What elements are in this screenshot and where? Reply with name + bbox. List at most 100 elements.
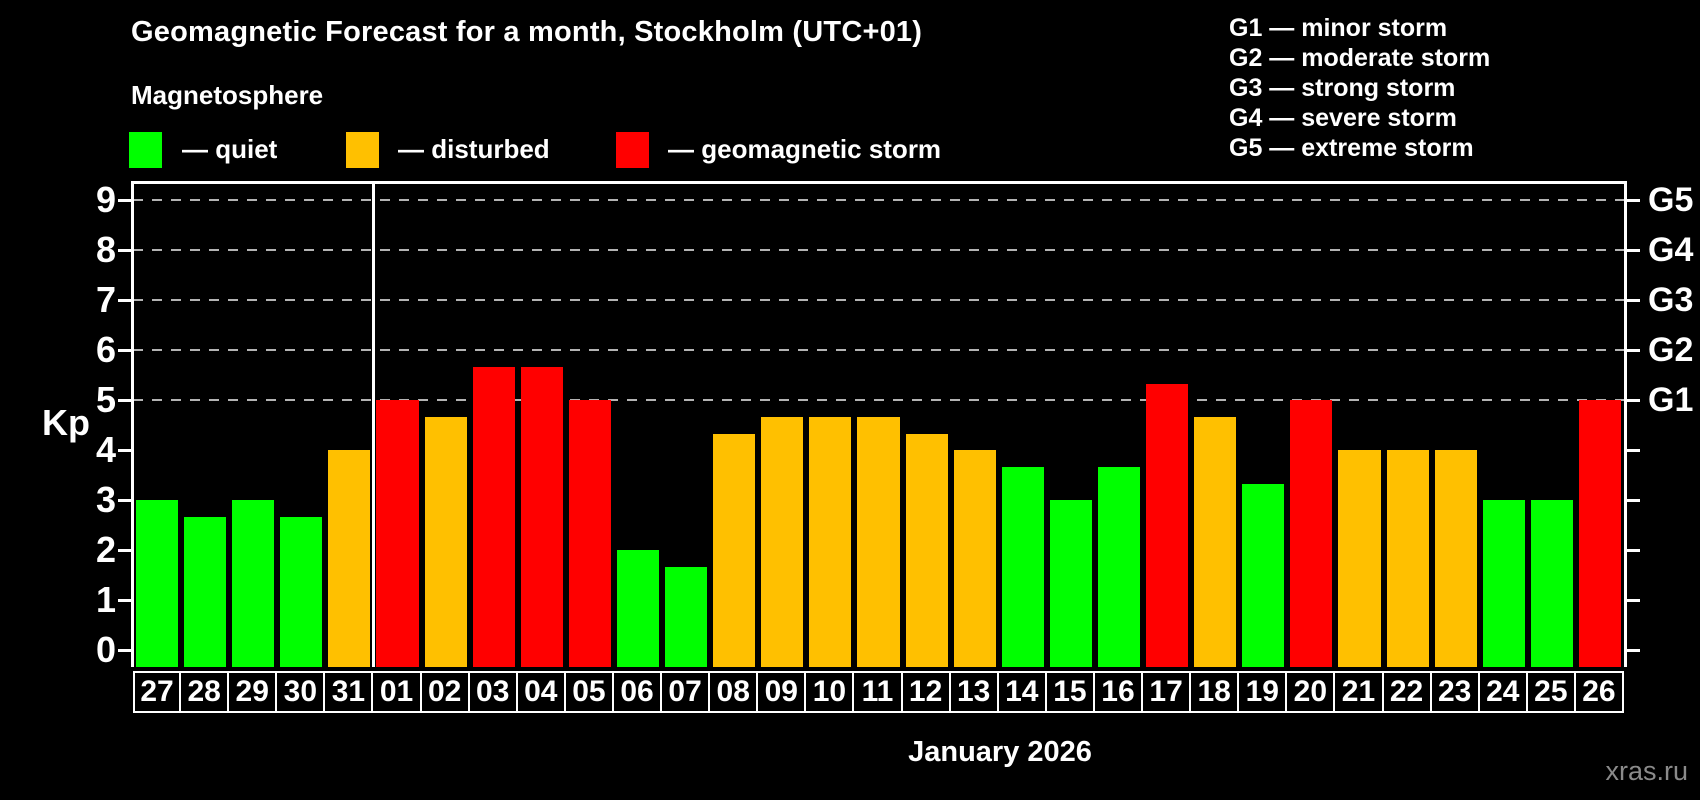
page-title: Geomagnetic Forecast for a month, Stockh… [131, 16, 923, 48]
kp-bar-27 [136, 500, 179, 667]
day-label-10: 10 [804, 671, 855, 713]
left-tick-9 [118, 199, 131, 202]
day-label-26: 26 [1573, 671, 1624, 713]
kp-bar-02 [424, 416, 467, 667]
kp-bar-09 [761, 416, 804, 667]
kp-bar-31 [328, 450, 371, 667]
right-tick-6 [1627, 349, 1640, 352]
day-label-29: 29 [227, 671, 278, 713]
day-label-17: 17 [1141, 671, 1192, 713]
right-axis-label-g1: G1 [1648, 381, 1694, 419]
y-tick-label-5: 5 [95, 379, 116, 420]
plot-top-border [131, 181, 1627, 184]
y-axis-left [131, 181, 134, 667]
kp-bar-30 [280, 516, 323, 667]
kp-bar-11 [857, 416, 900, 667]
left-tick-1 [118, 599, 131, 602]
right-axis-label-g2: G2 [1648, 331, 1694, 369]
day-label-31: 31 [323, 671, 374, 713]
left-tick-2 [118, 549, 131, 552]
y-axis-right [1624, 181, 1627, 667]
y-tick-label-6: 6 [95, 329, 116, 370]
day-label-01: 01 [371, 671, 422, 713]
kp-bar-14 [1001, 466, 1044, 667]
y-tick-label-8: 8 [95, 229, 116, 270]
right-tick-5 [1627, 399, 1640, 402]
g4-legend-line: G4 — severe storm [1229, 104, 1457, 132]
kp-bar-25 [1530, 500, 1573, 667]
storm-legend-swatch [616, 132, 649, 168]
right-tick-0 [1627, 649, 1640, 652]
kp-bar-08 [713, 433, 756, 667]
kp-bar-23 [1434, 450, 1477, 667]
day-label-16: 16 [1092, 671, 1144, 713]
disturbed-legend-label: — disturbed [398, 134, 550, 164]
kp-bar-16 [1097, 466, 1141, 667]
right-tick-9 [1627, 199, 1640, 202]
day-label-03: 03 [467, 671, 518, 713]
right-tick-4 [1627, 449, 1640, 452]
kp-bar-19 [1242, 483, 1285, 667]
right-tick-2 [1627, 549, 1640, 552]
y-tick-label-0: 0 [95, 629, 116, 670]
g-scale-legend: G1 — minor storm G2 — moderate storm G3 … [1229, 13, 1490, 163]
gridline-kp9 [133, 199, 1624, 201]
kp-bar-24 [1482, 500, 1525, 667]
kp-bar-29 [232, 500, 275, 667]
g1-legend-line: G1 — minor storm [1229, 14, 1448, 42]
g2-legend-line: G2 — moderate storm [1229, 44, 1491, 72]
kp-bar-07 [665, 566, 708, 667]
day-label-22: 22 [1381, 671, 1432, 713]
kp-bar-01 [376, 400, 419, 667]
quiet-legend-label: — quiet [182, 134, 278, 164]
day-label-07: 07 [660, 671, 711, 713]
kp-bar-26 [1578, 400, 1621, 667]
day-label-15: 15 [1044, 671, 1095, 713]
magnetosphere-subtitle: Magnetosphere [131, 80, 324, 110]
left-tick-0 [118, 649, 131, 652]
day-label-08: 08 [708, 671, 759, 713]
kp-bar-22 [1386, 450, 1429, 667]
day-label-19: 19 [1237, 671, 1288, 713]
right-tick-1 [1627, 599, 1640, 602]
day-label-04: 04 [515, 671, 566, 713]
kp-bar-17 [1146, 383, 1189, 667]
gridline-kp5 [133, 399, 1624, 401]
right-tick-8 [1627, 249, 1640, 252]
right-axis-label-g3: G3 [1648, 281, 1694, 319]
right-axis-label-g5: G5 [1648, 181, 1694, 219]
gridline-kp8 [133, 249, 1624, 251]
kp-bar-12 [905, 433, 948, 667]
day-label-27: 27 [133, 671, 182, 713]
day-label-28: 28 [179, 671, 230, 713]
kp-bar-20 [1290, 400, 1333, 667]
kp-bar-28 [184, 516, 227, 667]
left-tick-3 [118, 499, 131, 502]
day-label-24: 24 [1477, 671, 1528, 713]
right-axis-label-g4: G4 [1648, 231, 1694, 269]
y-tick-label-3: 3 [95, 479, 116, 520]
left-tick-5 [118, 399, 131, 402]
left-tick-7 [118, 299, 131, 302]
disturbed-legend-swatch [346, 132, 379, 168]
day-label-30: 30 [275, 671, 326, 713]
day-label-21: 21 [1333, 671, 1384, 713]
day-label-23: 23 [1429, 671, 1480, 713]
day-label-25: 25 [1525, 671, 1576, 713]
day-label-13: 13 [948, 671, 999, 713]
kp-bar-06 [616, 550, 660, 667]
g5-legend-line: G5 — extreme storm [1229, 134, 1474, 162]
kp-bar-13 [953, 450, 996, 667]
left-tick-4 [118, 449, 131, 452]
kp-bar-18 [1194, 416, 1237, 667]
month-divider-line [371, 181, 375, 667]
x-axis-title: January 2026 [908, 736, 1092, 768]
day-label-18: 18 [1189, 671, 1240, 713]
y-axis-title: Kp [42, 402, 90, 443]
left-tick-6 [118, 349, 131, 352]
day-label-05: 05 [563, 671, 614, 713]
day-label-11: 11 [852, 671, 903, 713]
day-label-14: 14 [996, 671, 1047, 713]
day-label-09: 09 [756, 671, 807, 713]
kp-bar-21 [1338, 450, 1381, 667]
